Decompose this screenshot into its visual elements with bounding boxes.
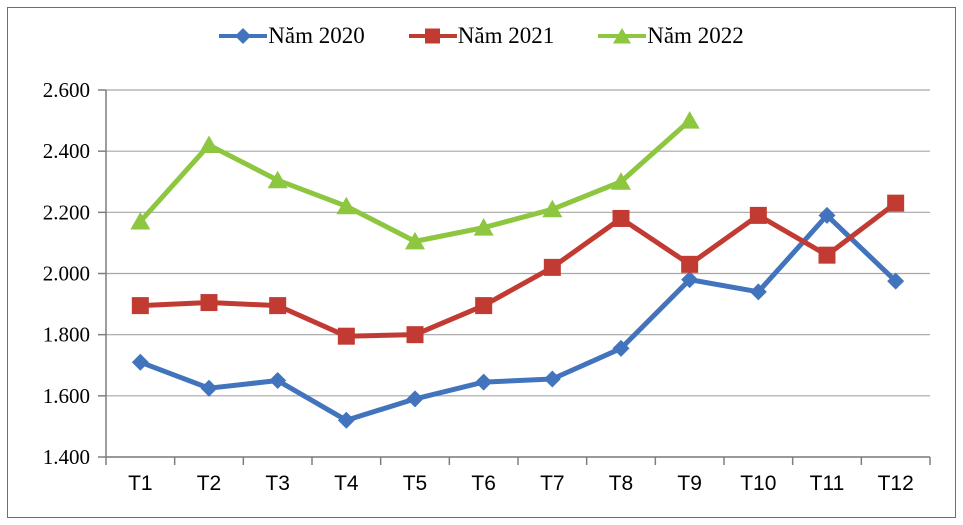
x-tick-label: T1 — [128, 472, 153, 495]
marker-diamond-T8 — [612, 339, 630, 357]
marker-triangle-T7 — [542, 199, 563, 218]
marker-triangle-T6 — [473, 218, 494, 236]
y-tick-label: 2.400 — [43, 139, 90, 163]
y-tick-label: 2.200 — [43, 200, 90, 224]
y-tick-label: 1.600 — [43, 384, 90, 408]
marker-triangle-T1 — [130, 212, 151, 230]
legend-diamond-icon — [219, 27, 268, 44]
marker-square-T11 — [818, 246, 836, 264]
legend-item-nam-2022: Năm 2022 — [598, 23, 744, 48]
series-line-Năm 2022 — [137, 118, 693, 244]
y-tick-label: 2.000 — [43, 262, 90, 286]
marker-square-T12 — [887, 194, 905, 212]
marker-diamond-T11 — [818, 206, 836, 224]
marker-diamond-T10 — [749, 283, 767, 301]
marker-square-T9 — [681, 255, 699, 273]
legend-label-2020: Năm 2020 — [268, 23, 365, 48]
y-tick-label: 1.400 — [43, 445, 90, 469]
x-tick-label: T8 — [609, 472, 634, 495]
marker-triangle-T9 — [679, 111, 700, 129]
x-tick-label: T6 — [471, 472, 496, 495]
marker-diamond-T12 — [887, 272, 905, 290]
marker-diamond-T4 — [337, 411, 355, 429]
legend-triangle-icon — [598, 27, 647, 43]
marker-diamond-T2 — [200, 379, 218, 397]
chart-legend: Năm 2020 Năm 2021 Năm 2022 — [0, 24, 963, 47]
marker-square-T10 — [749, 206, 767, 224]
marker-diamond-T5 — [406, 390, 424, 408]
x-tick-label: T5 — [403, 472, 428, 495]
legend-label-2021: Năm 2021 — [457, 23, 555, 48]
marker-square-T4 — [337, 327, 355, 345]
marker-square-T3 — [269, 297, 287, 315]
legend-square-icon — [408, 28, 457, 43]
series-line-Năm 2020 — [137, 212, 899, 423]
x-tick-label: T12 — [878, 472, 914, 495]
legend-item-nam-2021: Năm 2021 — [408, 23, 555, 48]
legend-item-nam-2020: Năm 2020 — [219, 23, 365, 48]
x-tick-label: T2 — [197, 472, 222, 495]
x-tick-label: T4 — [334, 472, 359, 495]
marker-square-T7 — [543, 258, 561, 276]
marker-square-T6 — [475, 297, 493, 315]
marker-triangle-T5 — [405, 231, 425, 250]
marker-diamond-T9 — [681, 271, 699, 289]
marker-triangle-T2 — [199, 135, 219, 154]
legend-label-2022: Năm 2022 — [647, 23, 744, 48]
marker-square-T2 — [200, 294, 218, 312]
x-tick-label: T3 — [265, 472, 290, 495]
x-tick-label: T9 — [677, 472, 702, 495]
marker-diamond-T6 — [475, 373, 493, 391]
marker-triangle-T3 — [267, 170, 288, 189]
x-tick-label: T11 — [810, 472, 845, 495]
marker-triangle-T8 — [611, 172, 631, 190]
marker-diamond-T1 — [131, 353, 149, 371]
y-tick-label: 2.600 — [43, 78, 90, 102]
marker-square-T1 — [131, 297, 149, 315]
series-line-Năm 2021 — [137, 200, 899, 339]
marker-diamond-T3 — [269, 372, 287, 390]
x-tick-label: T10 — [740, 472, 776, 495]
x-tick-label: T7 — [540, 472, 565, 495]
marker-diamond-T7 — [543, 370, 561, 388]
marker-triangle-T4 — [336, 196, 357, 215]
marker-square-T5 — [406, 326, 424, 344]
chart-frame — [7, 7, 956, 518]
marker-square-T8 — [612, 209, 630, 227]
y-tick-label: 1.800 — [43, 323, 90, 347]
